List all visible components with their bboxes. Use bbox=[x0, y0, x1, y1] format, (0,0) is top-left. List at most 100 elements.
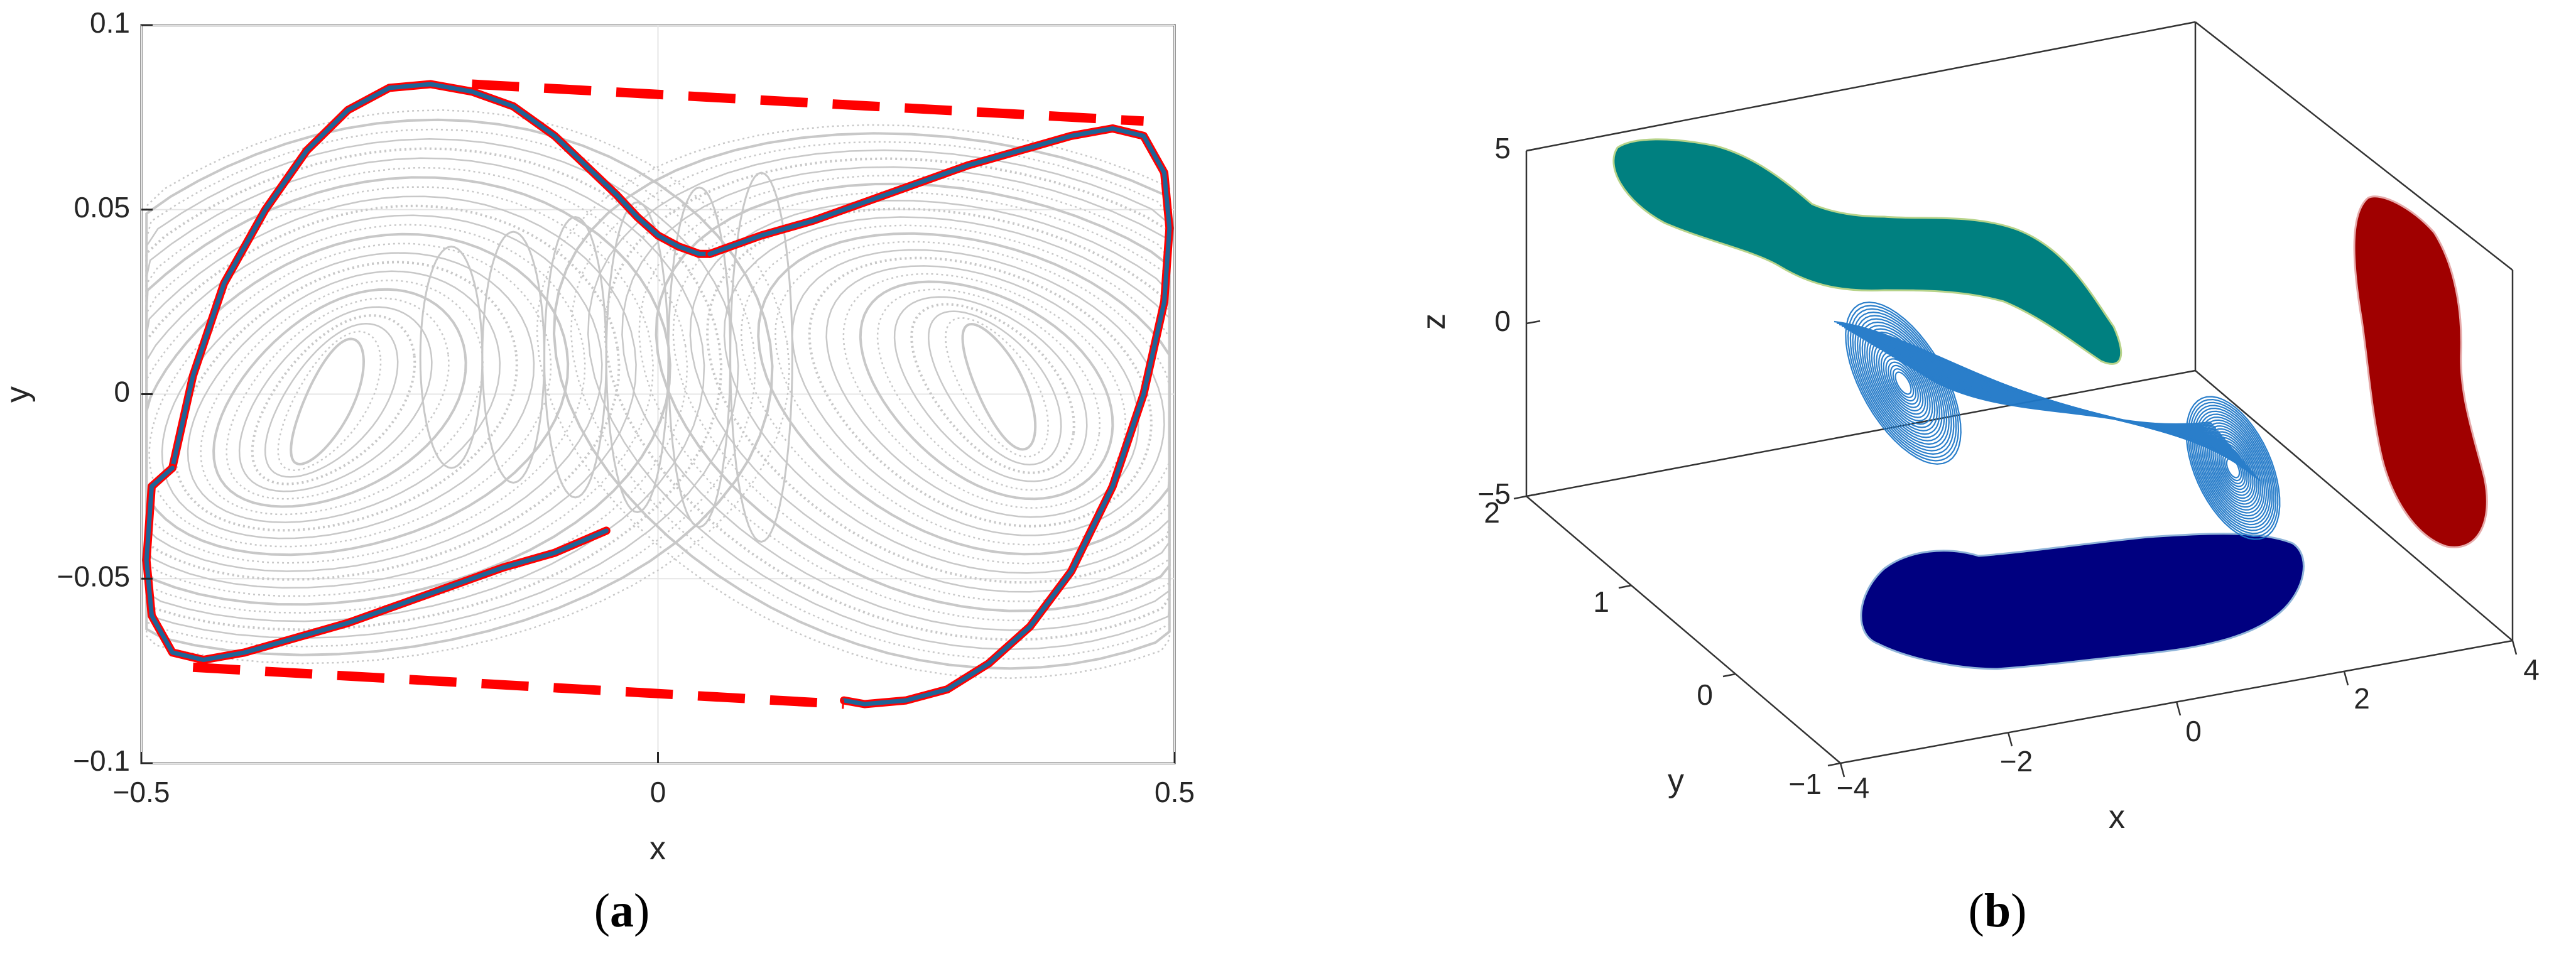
projection-yz-shape bbox=[2353, 195, 2488, 548]
attractor-orbit bbox=[774, 241, 1171, 546]
y-ticks-3d: 2 1 0 −1 bbox=[1484, 495, 1841, 800]
attractor-orbit bbox=[757, 232, 1171, 556]
z-tick-label: 0 bbox=[1494, 305, 1511, 337]
box-edge bbox=[1526, 496, 1841, 764]
trajectory-loop bbox=[2201, 419, 2265, 517]
attractor-orbit bbox=[145, 128, 756, 648]
trajectory-loop bbox=[1883, 354, 1924, 412]
attractor-orbit bbox=[161, 252, 535, 540]
x-tick-label-a: 0 bbox=[650, 776, 666, 808]
projection-xy-shape bbox=[1860, 533, 2305, 670]
attractor-orbit bbox=[277, 330, 382, 472]
x-tick-label-a: 0.5 bbox=[1155, 776, 1195, 808]
attractor-orbit bbox=[928, 310, 1062, 465]
trajectory-loop bbox=[1847, 305, 1960, 462]
z-ticks: 5 0 −5 bbox=[1478, 132, 1541, 510]
x-axis-label-3d: x bbox=[2109, 799, 2125, 835]
attractor-orbit bbox=[876, 288, 1101, 491]
attractor-orbit bbox=[145, 147, 723, 631]
trajectory-loop bbox=[1885, 358, 1921, 408]
trajectory-loop bbox=[1894, 371, 1912, 395]
y-axis-label-3d: y bbox=[1668, 763, 1684, 799]
attractor-loop bbox=[419, 245, 484, 469]
z-tick-mark bbox=[1526, 320, 1541, 325]
attractor-loop bbox=[667, 186, 732, 528]
trajectory-loop bbox=[1880, 351, 1927, 415]
y-tick-label-a: −0.1 bbox=[73, 744, 130, 777]
box-edge bbox=[2195, 370, 2513, 641]
trajectory-loop bbox=[2189, 401, 2277, 535]
attractor-orbit bbox=[173, 261, 518, 532]
attractor-orbit bbox=[226, 297, 450, 500]
attractor-orbit bbox=[945, 317, 1050, 458]
y-tick-label-a: 0 bbox=[114, 376, 130, 408]
panel-label-a: (a) bbox=[594, 884, 650, 937]
attractor-loop bbox=[481, 231, 546, 484]
attractor-orbit bbox=[200, 280, 484, 516]
y-tick-label-a: 0.05 bbox=[73, 191, 130, 224]
trajectory-loop bbox=[1888, 361, 1919, 405]
attractor-orbit bbox=[212, 288, 467, 508]
attractor-loop bbox=[605, 201, 670, 514]
attractor-orbit bbox=[238, 306, 433, 492]
trajectory-bridge bbox=[1851, 331, 2220, 433]
x-tick-label-a: −0.5 bbox=[113, 776, 170, 808]
attractor-orbit bbox=[859, 280, 1114, 501]
trajectory-loop bbox=[1857, 318, 1950, 448]
panel-a-chart: −0.5 0 0.5 −0.1 −0.05 0 0.05 0.1 x y bbox=[0, 6, 1195, 867]
y-tick-label: 2 bbox=[1484, 496, 1500, 529]
attractor-orbit bbox=[264, 323, 399, 478]
trajectory-loop bbox=[1852, 311, 1955, 455]
y-axis-label-a: y bbox=[0, 386, 36, 403]
envelope-dashed-line-1 bbox=[192, 662, 845, 709]
attractor-orbit bbox=[148, 242, 552, 548]
attractor-orbit bbox=[825, 265, 1139, 518]
x-tick-label: −4 bbox=[1837, 771, 1869, 804]
attractor-orbit bbox=[723, 216, 1171, 574]
trajectory-loop bbox=[2203, 422, 2263, 514]
projection-xz-shape bbox=[1612, 138, 2122, 365]
envelope-dashed-line-0 bbox=[471, 79, 1144, 126]
trajectory-loop bbox=[2197, 413, 2269, 523]
trajectory-loop bbox=[1889, 364, 1917, 402]
boundary-line-1 bbox=[707, 126, 1172, 707]
x-tick-label: 0 bbox=[2185, 715, 2202, 747]
series-group-a bbox=[142, 79, 1174, 709]
attractor-orbit bbox=[893, 296, 1088, 482]
attractor-orbit bbox=[187, 270, 501, 523]
y-tick-label: −1 bbox=[1789, 768, 1822, 800]
attractor-loop bbox=[543, 215, 607, 499]
y-tick-label: 1 bbox=[1593, 585, 1609, 618]
attractor-orbit bbox=[587, 149, 1171, 651]
ticks-a: −0.5 0 0.5 −0.1 −0.05 0 0.05 0.1 bbox=[57, 6, 1195, 808]
x-axis-label-a: x bbox=[649, 830, 666, 867]
trajectory-loop bbox=[1892, 368, 1915, 398]
x-tick-label: 4 bbox=[2523, 653, 2540, 686]
trajectory-loop bbox=[2185, 396, 2281, 540]
attractor-orbit bbox=[791, 249, 1165, 536]
trajectory-bridge bbox=[1849, 330, 2219, 432]
attractor-orbit bbox=[290, 337, 366, 466]
z-tick-mark bbox=[1526, 147, 1541, 152]
trajectory-loop bbox=[2198, 416, 2268, 519]
y-tick-mark bbox=[1722, 673, 1736, 678]
x-ticks-3d: −4 −2 0 2 4 bbox=[1837, 640, 2540, 804]
attractor-orbit bbox=[145, 109, 790, 665]
attractor-orbit bbox=[740, 224, 1171, 565]
attractor-loop bbox=[729, 171, 793, 543]
y-tick-label-a: −0.05 bbox=[57, 560, 130, 592]
x-tick-mark bbox=[2175, 701, 2182, 716]
attractor-orbit bbox=[808, 256, 1153, 528]
trajectory-loop bbox=[2195, 410, 2271, 526]
trajectory-loop bbox=[1861, 325, 1945, 442]
y-tick-label-a: 0.1 bbox=[90, 6, 130, 39]
z-tick-label: 5 bbox=[1494, 132, 1511, 165]
attractor-orbit bbox=[910, 303, 1075, 474]
y-tick-mark bbox=[1827, 762, 1841, 767]
trajectory-3d bbox=[1834, 301, 2281, 540]
y-tick-mark bbox=[1513, 495, 1527, 500]
z-tick-label: −5 bbox=[1478, 477, 1511, 510]
x-tick-label: 2 bbox=[2354, 682, 2370, 715]
x-tick-label: −2 bbox=[2000, 745, 2033, 778]
